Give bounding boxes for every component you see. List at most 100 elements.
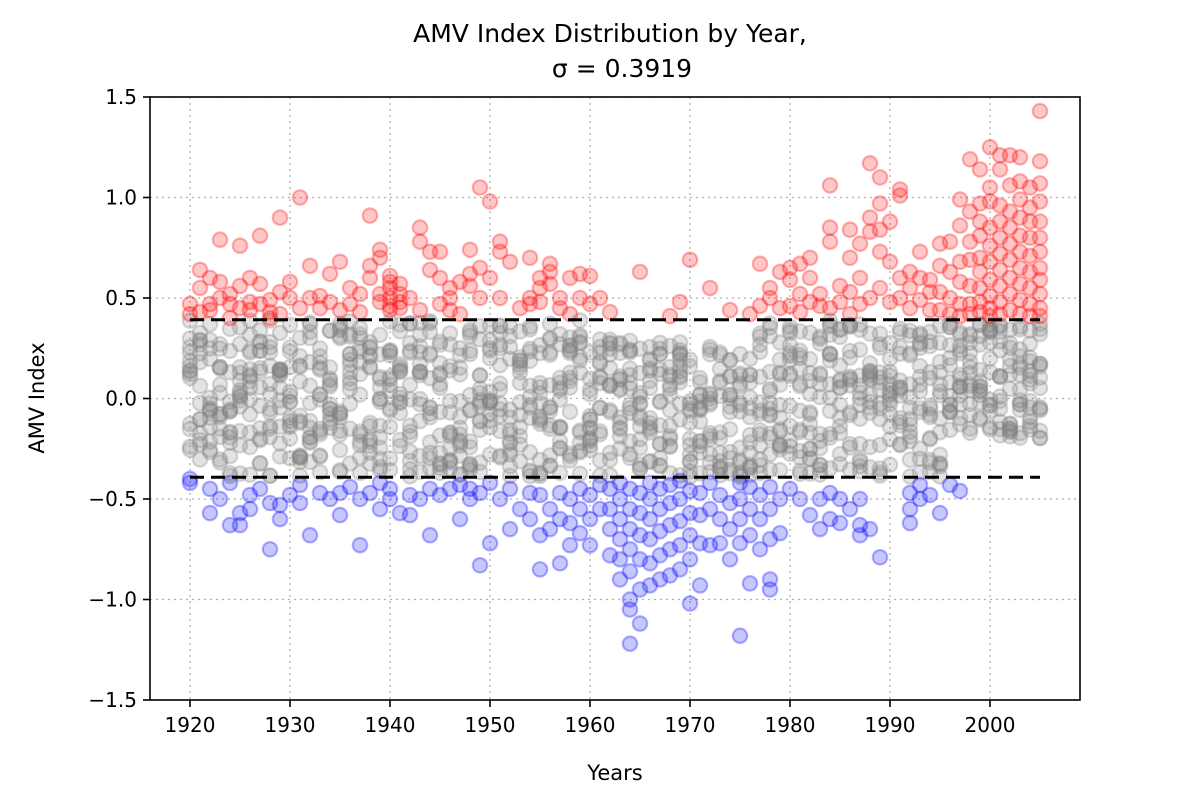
above-point [781, 297, 799, 315]
neutral-point [261, 417, 279, 435]
neutral-point [691, 401, 709, 418]
neutral-point [831, 396, 849, 413]
neutral-point [461, 455, 479, 473]
neutral-point [281, 339, 299, 356]
neutral-point [721, 386, 739, 404]
neutral-point [951, 344, 969, 362]
above-point [1021, 263, 1039, 281]
neutral-point [891, 387, 909, 404]
below-point [231, 516, 249, 534]
neutral-point [571, 442, 589, 460]
neutral-point [451, 437, 469, 454]
above-point [341, 295, 359, 313]
below-point [761, 581, 779, 598]
above-point [961, 277, 979, 295]
above-point [871, 279, 889, 297]
neutral-point [231, 398, 249, 415]
below-point [601, 500, 619, 518]
above-point [881, 253, 899, 271]
neutral-point [341, 380, 359, 398]
above-point [1021, 229, 1039, 246]
neutral-point [901, 322, 919, 340]
above-point [551, 289, 569, 307]
neutral-point [431, 455, 449, 472]
below-point [591, 500, 609, 518]
neutral-point [901, 326, 919, 344]
below-point [621, 520, 639, 538]
neutral-point [841, 370, 859, 387]
neutral-point [1021, 362, 1039, 380]
neutral-point [1001, 357, 1019, 375]
neutral-point [241, 424, 259, 441]
neutral-point [271, 418, 289, 435]
neutral-point [391, 394, 409, 412]
neutral-point [401, 417, 419, 435]
neutral-point [421, 408, 439, 426]
below-point [461, 480, 479, 498]
neutral-point [571, 348, 589, 366]
neutral-point [221, 434, 239, 451]
neutral-point [641, 414, 659, 432]
above-point [891, 289, 909, 307]
neutral-point [761, 406, 779, 423]
neutral-point [481, 405, 499, 422]
above-point [951, 217, 969, 234]
neutral-point [471, 330, 489, 348]
above-point [1021, 247, 1039, 265]
above-point [981, 271, 999, 289]
neutral-point [181, 363, 199, 380]
neutral-point [551, 432, 569, 450]
neutral-point [431, 459, 449, 477]
neutral-point [311, 386, 329, 403]
neutral-point [711, 344, 729, 361]
neutral-point [391, 360, 409, 378]
above-point [841, 249, 859, 267]
neutral-point [391, 404, 409, 422]
neutral-point [901, 388, 919, 406]
neutral-point [611, 440, 629, 457]
above-point [381, 273, 399, 291]
neutral-point [811, 425, 829, 443]
neutral-point [441, 425, 459, 442]
neutral-point [521, 352, 539, 369]
neutral-point [251, 419, 269, 437]
neutral-point [851, 341, 869, 358]
neutral-point [1011, 429, 1029, 447]
below-point [471, 556, 489, 574]
neutral-point [361, 430, 379, 447]
neutral-point [461, 345, 479, 363]
neutral-point [971, 378, 989, 396]
neutral-point [981, 391, 999, 409]
below-point [901, 514, 919, 532]
neutral-point [331, 422, 349, 439]
neutral-point [331, 329, 349, 347]
neutral-point [261, 344, 279, 361]
neutral-point [681, 453, 699, 470]
above-point [1031, 229, 1049, 246]
below-point [541, 500, 559, 518]
neutral-point [751, 451, 769, 468]
above-point [391, 275, 409, 293]
neutral-point [961, 325, 979, 343]
below-point [691, 506, 709, 524]
above-point [411, 301, 429, 319]
neutral-point [971, 386, 989, 404]
below-point [781, 480, 799, 498]
neutral-point [1021, 399, 1039, 416]
neutral-point [701, 394, 719, 411]
chart-title-line1: AMV Index Distribution by Year, [413, 19, 807, 48]
neutral-point [491, 447, 509, 465]
below-point [821, 484, 839, 502]
neutral-point [231, 436, 249, 454]
above-point [531, 269, 549, 287]
neutral-point [611, 409, 629, 426]
neutral-point [421, 346, 439, 364]
neutral-point [341, 370, 359, 387]
above-point [1031, 175, 1049, 192]
neutral-point [791, 349, 809, 367]
below-point [691, 534, 709, 552]
neutral-point [661, 377, 679, 394]
below-point [641, 490, 659, 508]
above-point [961, 233, 979, 250]
neutral-point [831, 445, 849, 463]
